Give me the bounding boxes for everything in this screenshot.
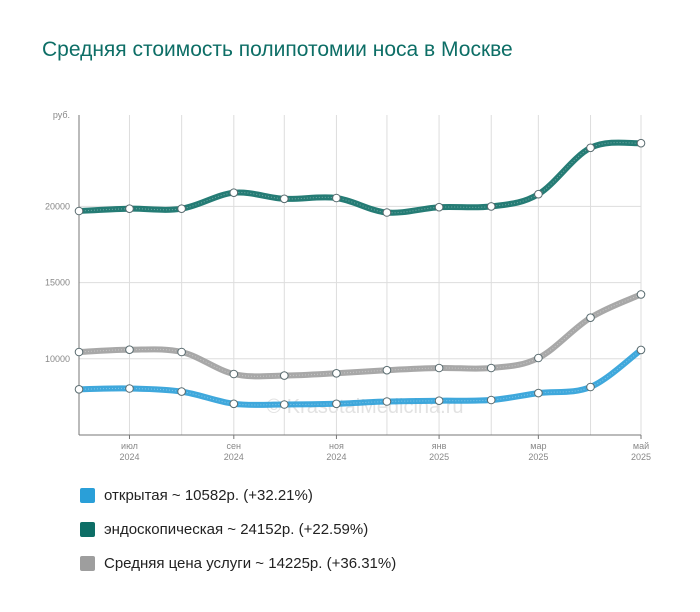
y-tick-label: 10000 <box>45 354 70 364</box>
data-point-endo <box>486 202 496 211</box>
data-point-avg <box>332 369 341 378</box>
series-line-avg <box>76 291 644 380</box>
legend-swatch <box>80 487 95 503</box>
legend-label: открытая ~ 10582р. (+32.21%) <box>104 486 313 504</box>
data-point-avg <box>534 353 543 363</box>
data-point-open <box>586 382 595 392</box>
data-point-endo <box>382 208 392 217</box>
data-point-open <box>229 399 239 409</box>
data-point-avg <box>434 363 444 373</box>
data-point-endo <box>434 202 444 212</box>
data-point-endo <box>125 204 134 213</box>
x-tick-label: янв <box>432 441 447 451</box>
data-point-endo <box>229 188 239 197</box>
x-tick-label: 2024 <box>119 452 139 462</box>
legend-item-avg[interactable]: Средняя цена услуги ~ 14225р. (+36.31%) <box>80 552 396 574</box>
legend-item-endo[interactable]: эндоскопическая ~ 24152р. (+22.59%) <box>80 518 368 540</box>
series <box>74 138 646 409</box>
data-point-endo <box>534 189 543 199</box>
axes: 100001500020000руб.июл2024сен2024ноя2024… <box>45 110 651 462</box>
x-tick-label: 2024 <box>224 452 244 462</box>
series-open <box>74 345 646 409</box>
data-point-avg <box>486 363 496 373</box>
data-point-endo <box>332 193 341 203</box>
data-point-endo <box>74 206 84 216</box>
data-point-open <box>382 397 392 406</box>
data-point-open <box>177 387 186 396</box>
data-point-open <box>534 388 543 398</box>
data-point-open <box>74 385 84 394</box>
data-point-open <box>434 396 444 406</box>
data-point-avg <box>636 290 646 299</box>
series-line-endo <box>76 139 644 216</box>
x-tick-label: 2025 <box>429 452 449 462</box>
data-point-avg <box>74 347 84 357</box>
data-point-avg <box>229 369 239 379</box>
line-chart: 100001500020000руб.июл2024сен2024ноя2024… <box>45 110 651 462</box>
x-tick-label: 2025 <box>528 452 548 462</box>
series-avg <box>74 290 646 380</box>
x-tick-label: 2024 <box>326 452 346 462</box>
y-tick-label: 20000 <box>45 201 70 211</box>
legend-label: Средняя цена услуги ~ 14225р. (+36.31%) <box>104 554 397 572</box>
x-tick-label: ноя <box>329 441 344 451</box>
data-point-endo <box>280 194 289 204</box>
data-point-avg <box>125 345 134 355</box>
x-tick-label: июл <box>121 441 138 451</box>
x-tick-label: сен <box>227 441 242 451</box>
x-tick-label: 2025 <box>631 452 651 462</box>
y-tick-label: 15000 <box>45 278 70 288</box>
data-point-avg <box>382 365 392 375</box>
data-point-endo <box>586 143 595 153</box>
data-point-open <box>486 395 496 405</box>
legend-swatch <box>80 555 95 571</box>
data-point-endo <box>636 138 646 148</box>
data-point-avg <box>177 347 186 357</box>
chart-title: Средняя стоимость полипотомии носа в Мос… <box>42 38 513 61</box>
legend-swatch <box>80 521 95 537</box>
legend-label: эндоскопическая ~ 24152р. (+22.59%) <box>104 520 369 538</box>
data-point-endo <box>177 204 186 213</box>
gridlines <box>78 115 642 435</box>
series-endo <box>74 138 646 217</box>
legend-item-open[interactable]: открытая ~ 10582р. (+32.21%) <box>80 484 313 506</box>
data-point-open <box>125 384 134 393</box>
data-point-avg <box>280 371 289 380</box>
data-point-open <box>636 345 646 355</box>
x-tick-label: мар <box>530 441 546 451</box>
data-point-avg <box>586 313 595 323</box>
x-tick-label: май <box>633 441 649 451</box>
data-point-open <box>280 400 289 409</box>
data-point-open <box>332 399 341 409</box>
series-line-highlight-avg <box>78 293 642 377</box>
y-axis-label: руб. <box>53 110 70 120</box>
